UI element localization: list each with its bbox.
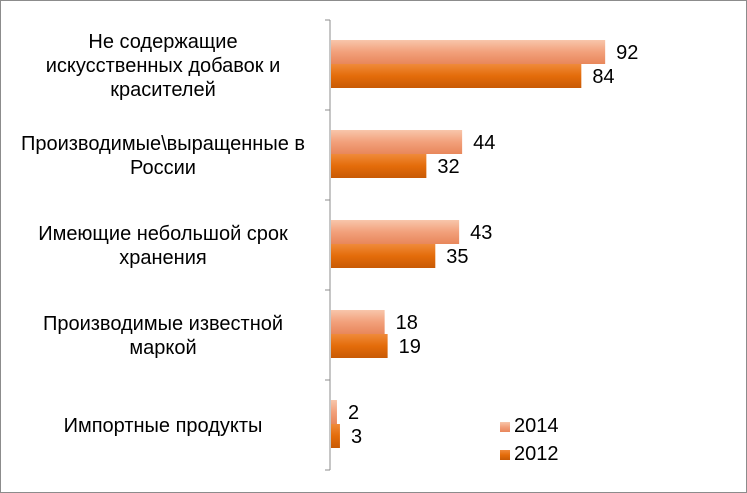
bar-2014-2: [331, 220, 460, 244]
category-label-4-line-0: Импортные продукты: [64, 415, 263, 437]
bar-2014-4: [331, 400, 337, 424]
category-label-0-line-2: красителей: [110, 79, 216, 101]
category-label-3-line-1: маркой: [129, 337, 196, 359]
bar-2014-1: [331, 130, 463, 154]
bar-2012-2: [331, 244, 436, 268]
data-label-2012-2: 35: [446, 246, 468, 268]
legend-swatch-2012: [500, 450, 510, 460]
data-label-2012-4: 3: [351, 426, 362, 448]
data-label-2014-0: 92: [616, 42, 638, 64]
legend: 2014 2012: [500, 415, 559, 465]
data-label-2014-4: 2: [348, 402, 359, 424]
data-label-2012-3: 19: [399, 336, 421, 358]
data-label-2014-3: 18: [396, 312, 418, 334]
bar-2014-0: [331, 40, 606, 64]
bar-2014-3: [331, 310, 385, 334]
category-label-2-line-0: Имеющие небольшой срок: [38, 223, 288, 245]
category-label-2-line-1: хранения: [119, 247, 206, 269]
category-label-0-line-0: Не содержащие: [88, 31, 237, 53]
axis-layer: [325, 19, 331, 471]
category-label-1-line-0: Производимые\выращенные в: [21, 133, 305, 155]
category-label-1-line-1: России: [130, 157, 196, 179]
data-label-2012-0: 84: [592, 66, 614, 88]
bar-2012-4: [331, 424, 340, 448]
bars-layer: [331, 40, 606, 448]
category-label-3-line-0: Производимые известной: [43, 313, 283, 335]
legend-label-2014: 2014: [514, 415, 559, 437]
category-label-0-line-1: искусственных добавок и: [46, 55, 281, 77]
bar-2012-3: [331, 334, 388, 358]
legend-label-2012: 2012: [514, 443, 559, 465]
data-label-2012-1: 32: [437, 156, 459, 178]
data-label-2014-1: 44: [473, 132, 495, 154]
bar-2012-0: [331, 64, 582, 88]
legend-swatch-2014: [500, 422, 510, 432]
data-label-2014-2: 43: [470, 222, 492, 244]
bar-2012-1: [331, 154, 427, 178]
